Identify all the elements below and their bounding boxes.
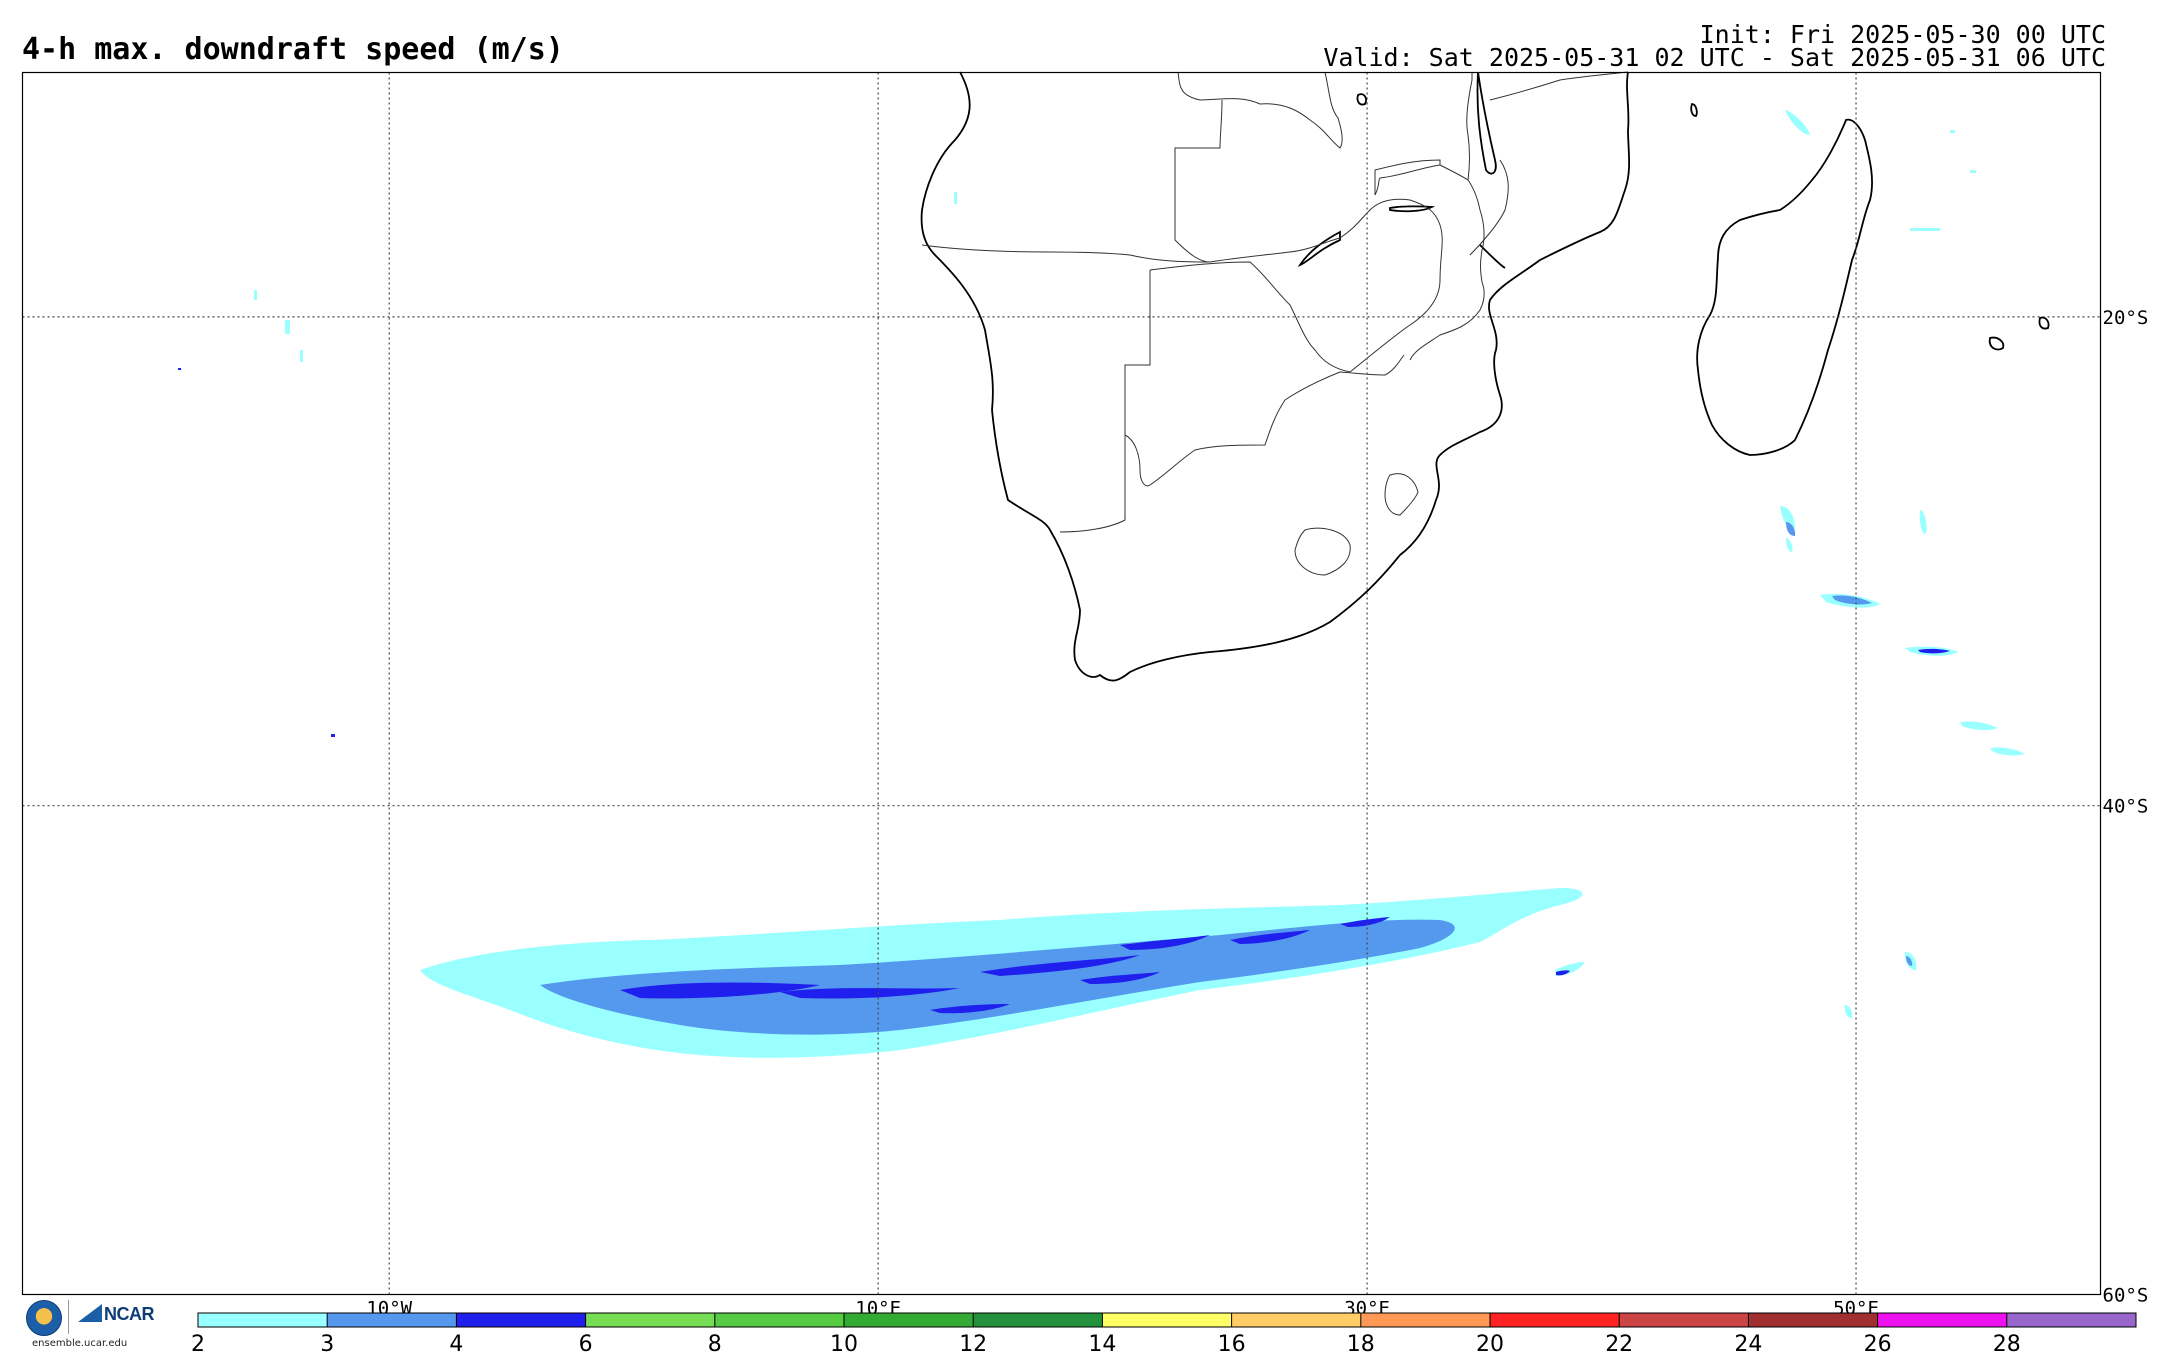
- nsf-logo: [26, 1300, 62, 1336]
- downdraft-band-mid: [540, 919, 1455, 1035]
- logo-separator: [68, 1300, 69, 1334]
- colorbar-tick-label: 14: [1088, 1332, 1116, 1354]
- init-time: Init: Fri 2025-05-30 00 UTC: [1699, 20, 2106, 49]
- colorbar-tick-label: 3: [320, 1332, 334, 1354]
- colorbar-segment: [456, 1313, 587, 1327]
- lat-label: 20°S: [2103, 307, 2149, 329]
- downdraft-core: [620, 917, 1390, 1014]
- valid-time: Valid: Sat 2025-05-31 02 UTC - Sat 2025-…: [1323, 43, 2106, 72]
- colorbar-segment: [714, 1313, 845, 1327]
- lat-label: 40°S: [2103, 796, 2149, 818]
- axis-labels: 10°W 10°E 30°E 50°E20°S40°S60°S: [366, 307, 2148, 1320]
- colorbar-segment: [1490, 1313, 1620, 1327]
- gridlines: [22, 72, 2101, 1295]
- colorbar-tick-label: 10: [830, 1332, 858, 1354]
- colorbar-tick-label: 6: [579, 1332, 593, 1354]
- colorbar-tick-label: 24: [1734, 1332, 1762, 1354]
- colorbar-tick-label: 8: [708, 1332, 722, 1354]
- colorbar-segment: [1877, 1313, 2008, 1327]
- colorbar-segment: [327, 1313, 457, 1327]
- lake-cahora: [1389, 205, 1436, 213]
- colorbar-segment: [1231, 1313, 1362, 1327]
- colorbar-tick-label: 4: [449, 1332, 463, 1354]
- logo-area: NCAR ensemble.ucar.edu: [24, 1298, 164, 1349]
- scattered-cells: [178, 110, 2025, 1018]
- colorbar-tick-label: 20: [1476, 1332, 1504, 1354]
- colorbar-tick-label: 22: [1605, 1332, 1633, 1354]
- africa-coastline: [920, 71, 1631, 682]
- ncar-logo-mark: [78, 1304, 102, 1322]
- colorbar-segment: [844, 1313, 974, 1327]
- comoros: [1690, 103, 1698, 117]
- colorbar-segment: [198, 1313, 328, 1327]
- colorbar-tick-label: 12: [959, 1332, 987, 1354]
- colorbar-tick-label: 26: [1864, 1332, 1892, 1354]
- colorbar-tick-label: 2: [191, 1332, 205, 1354]
- colorbar-tick-label: 28: [1993, 1332, 2021, 1354]
- ncar-logo-text: NCAR: [104, 1304, 155, 1324]
- colorbar-segment: [2006, 1313, 2137, 1327]
- colorbar-segment: [973, 1313, 1103, 1327]
- lake-malawi: [1476, 71, 1497, 175]
- mauritius: [1988, 336, 2005, 351]
- colorbar-segment: [1748, 1313, 1879, 1327]
- coastlines: [920, 71, 2050, 682]
- site-url: ensemble.ucar.edu: [32, 1338, 128, 1349]
- colorbar-segment: [1619, 1313, 1749, 1327]
- country-borders: [921, 71, 1629, 576]
- lake-tanganyika-end: [1356, 93, 1367, 106]
- colorbar-tick-label: 18: [1347, 1332, 1375, 1354]
- reunion: [2038, 316, 2050, 330]
- madagascar-coastline: [1696, 118, 1873, 456]
- map-frame: [21, 71, 2102, 1296]
- lat-label: 60°S: [2103, 1285, 2149, 1307]
- map-title: 4-h max. downdraft speed (m/s): [22, 32, 564, 67]
- colorbar: 2 3 4 6 8 10 12 14 16 18 20 22 24 26 28: [191, 1312, 2137, 1354]
- colorbar-tick-label: 16: [1218, 1332, 1246, 1354]
- lake-kariba: [1297, 230, 1341, 267]
- mozambique-channel-coast: [1479, 244, 1506, 269]
- downdraft-field: [178, 110, 2025, 1058]
- colorbar-segment: [1102, 1313, 1233, 1327]
- colorbar-segment: [585, 1313, 716, 1327]
- colorbar-segment: [1360, 1313, 1491, 1327]
